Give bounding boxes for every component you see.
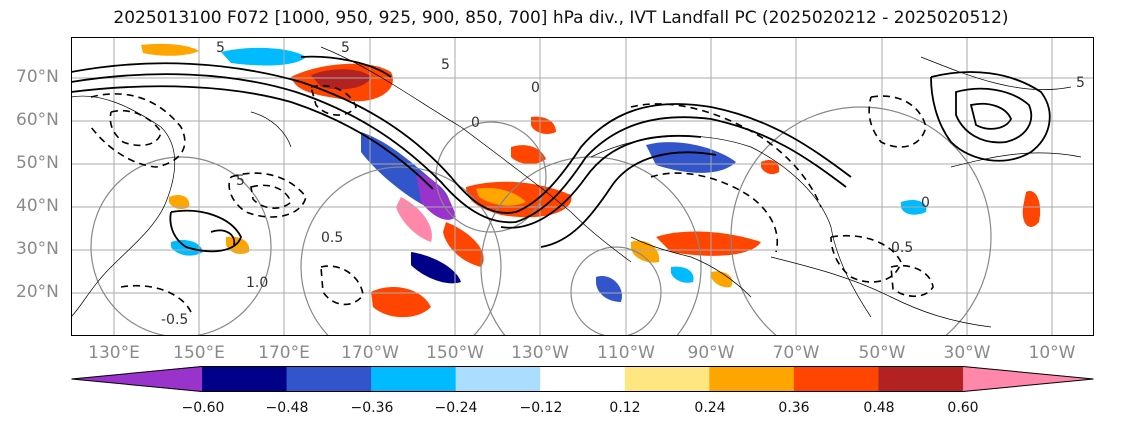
lon-label: 110°W [597,343,655,363]
colorbar-outline [71,366,1094,392]
contour-label: 5 [341,40,350,56]
colorbar-segment [878,366,964,392]
colorbar-segment [540,366,626,392]
lat-label: 60°N [16,110,59,130]
colorbar-tick-label: −0.48 [265,400,309,416]
colorbar-segment [371,366,457,392]
contour-label: 5 [216,40,225,56]
map-title: 2025013100 F072 [1000, 950, 925, 900, 85… [113,8,1009,28]
colorbar-tick-label: −0.60 [181,400,225,416]
colorbar-tick-label: −0.12 [519,400,563,416]
lon-label: 70°W [772,343,820,363]
dashed-contours [90,85,934,313]
colorbar-tick-label: 0.48 [863,400,895,416]
contour-label: 0 [531,80,540,96]
colorbar-segment [455,366,541,392]
colorbar-segment [709,366,795,392]
colorbar-extend-low [71,366,202,392]
lon-label: 150°W [426,343,484,363]
lat-label: 50°N [16,153,59,173]
contour-label: 5 [236,173,245,189]
colorbar-tick-label: −0.36 [350,400,394,416]
contour-label: 0 [921,195,930,211]
contour-label: 1.0 [246,275,268,291]
lon-label: 170°E [258,343,310,363]
lat-label: 30°N [16,239,59,259]
colorbar-tick-label: 0.60 [947,400,979,416]
lon-label: 130°W [511,343,569,363]
contour-label: 0.5 [891,240,913,256]
lat-label: 20°N [16,282,59,302]
contour-label: 0.5 [321,230,343,246]
lon-label: 130°E [88,343,140,363]
colorbar-tick-label: −0.24 [434,400,478,416]
lon-label: 30°W [943,343,991,363]
lon-label: 50°W [858,343,906,363]
lon-label: 90°W [687,343,735,363]
colorbar-tick-label: 0.24 [694,400,726,416]
divergence-shading [141,43,1041,318]
lon-label: 150°E [173,343,225,363]
contour-label: -0.5 [161,312,188,328]
lat-label: 40°N [16,196,59,216]
colorbar-tick-label: 0.36 [778,400,810,416]
coastlines [71,46,1082,328]
contour-label: 5 [441,57,450,73]
colorbar-segment [624,366,710,392]
contour-label: 5 [1076,75,1085,91]
colorbar-segment [202,366,288,392]
colorbar-segment [793,366,879,392]
colorbar-extend-high [963,366,1094,392]
contour-label: 0 [471,115,480,131]
colorbar [71,366,1094,392]
map-panel: 5 5 5 0.5 0.5 1.0 -0.5 0 0 0 5 5 [71,37,1094,336]
lat-label: 70°N [16,67,59,87]
contour-labels: 5 5 5 0.5 0.5 1.0 -0.5 0 0 0 5 5 [161,40,1085,328]
lon-label: 170°W [341,343,399,363]
ivt-contours [71,55,1051,253]
colorbar-segment [286,366,372,392]
lon-label: 10°W [1028,343,1076,363]
colorbar-tick-label: 0.12 [609,400,641,416]
